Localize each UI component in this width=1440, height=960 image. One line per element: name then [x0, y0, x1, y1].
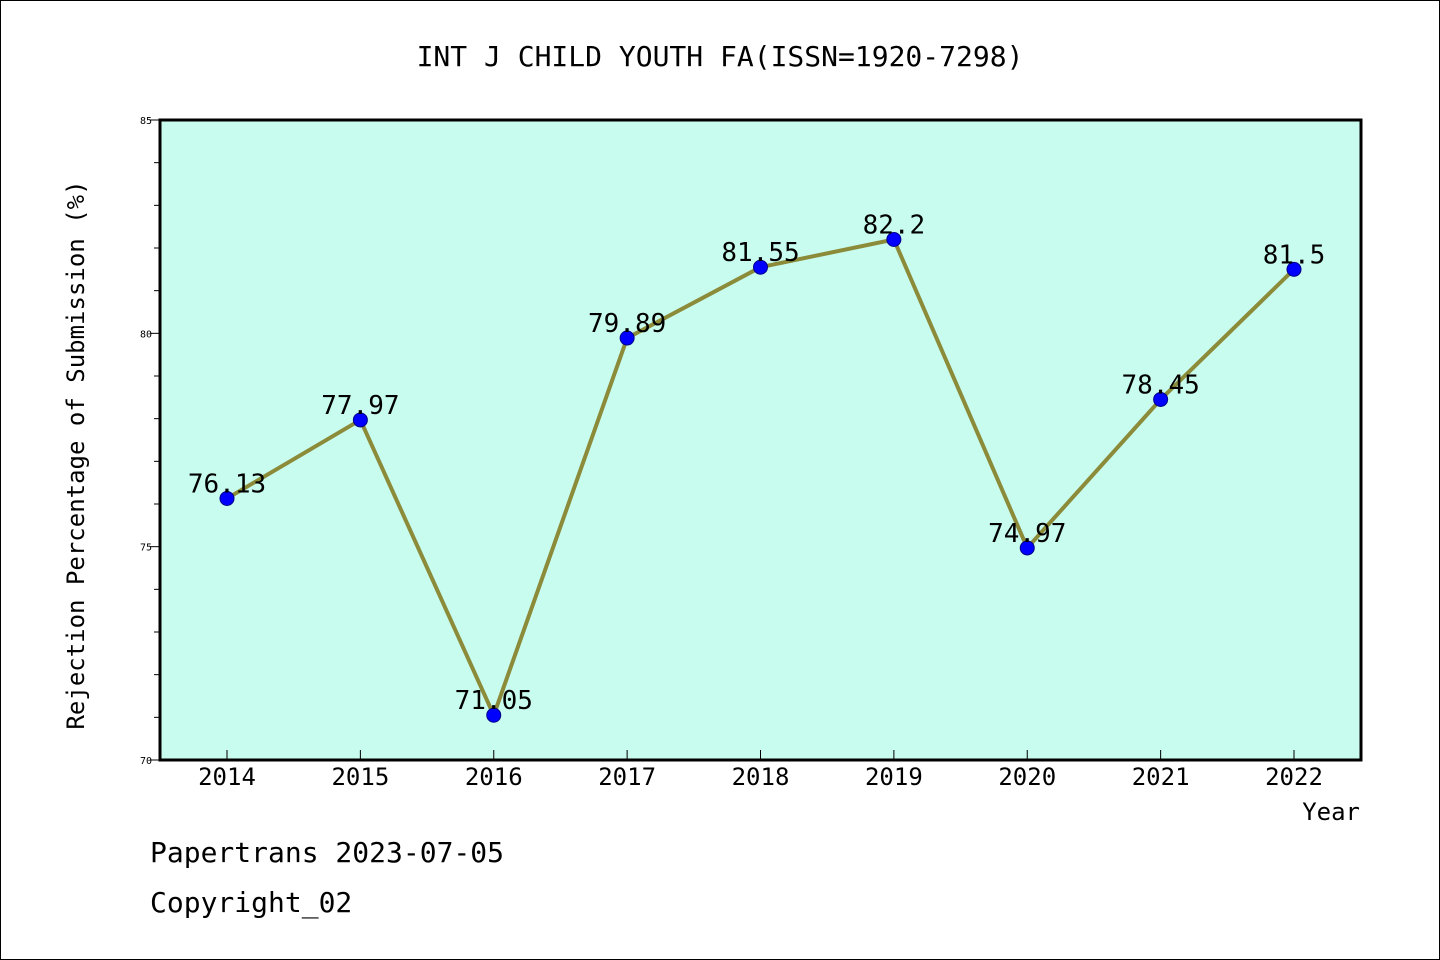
data-point-marker — [1019, 540, 1035, 556]
data-point-marker — [1286, 261, 1302, 277]
data-label: 74.97 — [988, 519, 1066, 549]
data-label: 79.89 — [588, 309, 666, 339]
x-tick-label: 2020 — [998, 763, 1056, 791]
x-tick-label: 2019 — [865, 763, 923, 791]
footer-copyright-text: Copyright_02 — [150, 886, 353, 919]
y-tick-label: 85 — [140, 116, 152, 127]
series-layer: 76.13 77.97 71.05 79.89 81.55 82.2 74.97 78.45 8… — [188, 210, 1326, 723]
x-tick-label: 2021 — [1132, 763, 1190, 791]
y-tick-label: 70 — [140, 756, 152, 767]
x-tick-label: 2018 — [732, 763, 790, 791]
x-tick-label: 2014 — [198, 763, 256, 791]
footer-date-text: Papertrans 2023-07-05 — [150, 836, 505, 869]
data-point-marker — [753, 259, 768, 275]
y-tick-label: 75 — [140, 543, 152, 554]
data-point-marker — [486, 707, 502, 723]
data-label: 71.05 — [455, 686, 533, 716]
x-axis-label: Year — [1302, 798, 1360, 826]
y-tick-label: 80 — [140, 329, 152, 340]
plot-area — [158, 118, 1363, 762]
data-label: 76.13 — [188, 469, 266, 499]
data-label: 78.45 — [1121, 370, 1199, 400]
data-point-marker — [352, 412, 368, 428]
x-tick-label: 2022 — [1265, 763, 1323, 791]
x-tick-label: 2015 — [331, 763, 389, 791]
data-label: 77.97 — [321, 391, 399, 421]
y-axis-label: Rejection Percentage of Submission (%) — [62, 180, 90, 729]
x-axis: 2014 2015 2016 2017 2018 2019 2020 2021 2022 — [198, 750, 1323, 791]
data-label: 81.5 — [1263, 240, 1326, 270]
data-label: 82.2 — [863, 210, 926, 240]
data-label: 81.55 — [721, 238, 799, 268]
chart-title: INT J CHILD YOUTH FA(ISSN=1920-7298) — [417, 40, 1024, 73]
data-point-marker — [1153, 391, 1169, 407]
y-axis: 70 75 80 85 — [140, 116, 160, 767]
data-point-marker — [619, 330, 635, 346]
x-tick-label: 2017 — [598, 763, 656, 791]
data-point-marker — [219, 490, 235, 506]
x-tick-label: 2016 — [465, 763, 523, 791]
data-point-marker — [886, 231, 902, 247]
